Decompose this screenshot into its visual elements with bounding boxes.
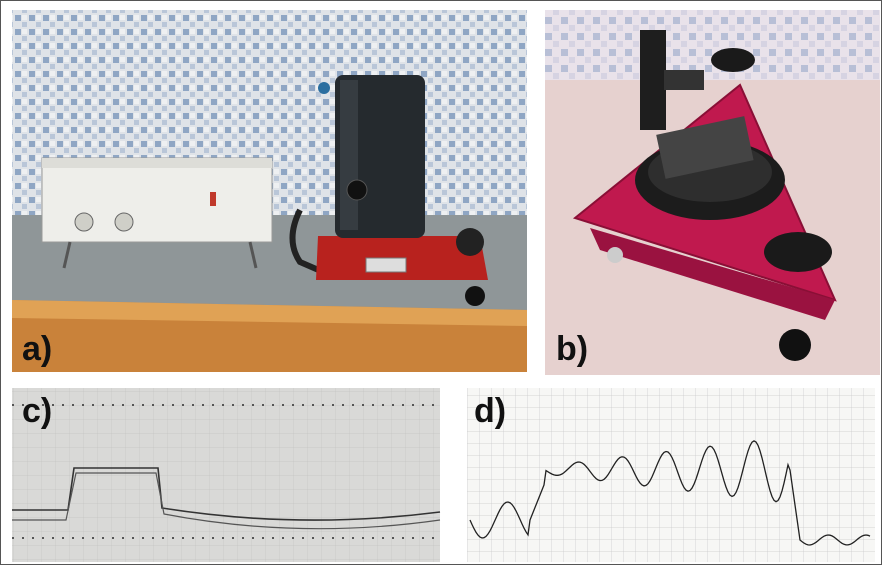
panel-label: b) (556, 330, 588, 368)
panel-c: c) (12, 388, 441, 562)
panel-label: d) (474, 392, 506, 430)
panel-label: c) (22, 392, 52, 430)
panel-label: a) (22, 330, 52, 368)
panel-b: b) (545, 10, 880, 375)
panel-a: a) (12, 10, 527, 372)
panel-d: d) (467, 388, 875, 562)
